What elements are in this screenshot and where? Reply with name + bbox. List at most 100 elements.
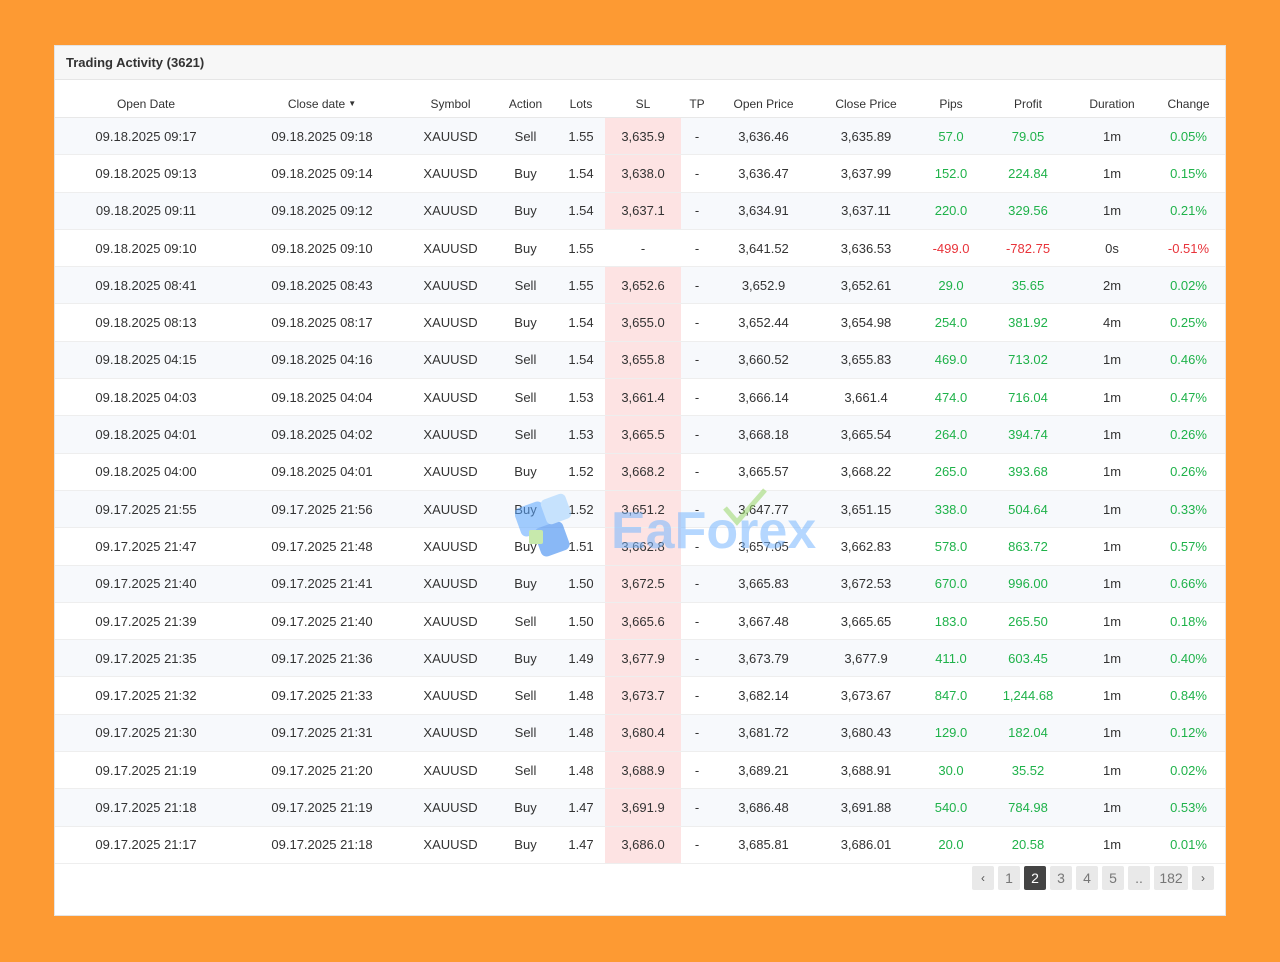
column-header-action[interactable]: Action — [508, 96, 543, 111]
panel-title: Trading Activity (3621) — [55, 46, 1225, 80]
cell-tp: - — [694, 203, 700, 219]
cell-pips: 265.0 — [934, 464, 968, 480]
cell-close-date: 09.17.2025 21:48 — [271, 538, 373, 554]
pagination-page-182[interactable]: 182 — [1154, 866, 1188, 890]
column-header-symbol[interactable]: Symbol — [430, 96, 471, 111]
cell-open-price: 3,634.91 — [738, 203, 789, 219]
cell-lots: 1.47 — [568, 837, 594, 853]
cell-profit: 35.52 — [1011, 762, 1045, 778]
table-row: 09.18.2025 04:01 09.18.2025 04:02 XAUUSD Se… — [55, 416, 1225, 454]
cell-open-price: 3,652.9 — [741, 277, 786, 293]
pagination-next-button[interactable]: › — [1192, 866, 1214, 890]
cell-profit: 996.00 — [1008, 576, 1048, 592]
column-header-lots[interactable]: Lots — [569, 96, 593, 111]
cell-open-price: 3,647.77 — [738, 501, 789, 517]
cell-change: 0.05% — [1170, 128, 1207, 144]
cell-duration: 1m — [1102, 650, 1122, 666]
cell-tp: - — [694, 352, 700, 368]
cell-sl: 3,672.5 — [605, 565, 681, 602]
cell-close-price: 3,651.15 — [840, 501, 892, 517]
cell-open-date: 09.17.2025 21:40 — [95, 576, 197, 592]
cell-profit: 381.92 — [1008, 315, 1048, 331]
cell-symbol: XAUUSD — [423, 240, 478, 256]
cell-change: 0.33% — [1170, 501, 1207, 517]
pagination-ellipsis: .. — [1128, 866, 1150, 890]
sort-desc-icon: ▼ — [348, 99, 357, 108]
pagination-page-5[interactable]: 5 — [1102, 866, 1124, 890]
cell-profit: 713.02 — [1008, 352, 1048, 368]
pagination-page-4[interactable]: 4 — [1076, 866, 1098, 890]
table-row: 09.17.2025 21:35 09.17.2025 21:36 XAUUSD Bu… — [55, 640, 1225, 678]
cell-close-price: 3,652.61 — [840, 277, 892, 293]
column-header-tp[interactable]: TP — [689, 96, 705, 111]
pagination: ‹ 1 2 3 4 5 .. 182 › — [972, 866, 1214, 890]
column-header-open-date[interactable]: Open Date — [116, 96, 176, 111]
cell-open-price: 3,666.14 — [738, 389, 789, 405]
cell-open-date: 09.17.2025 21:17 — [95, 837, 197, 853]
cell-lots: 1.54 — [568, 352, 594, 368]
cell-symbol: XAUUSD — [423, 501, 478, 517]
cell-sl: 3,665.6 — [605, 602, 681, 640]
pagination-page-2-active[interactable]: 2 — [1024, 866, 1046, 890]
cell-sl: 3,655.8 — [605, 341, 681, 379]
cell-open-date: 09.18.2025 08:41 — [95, 277, 197, 293]
cell-action: Sell — [514, 389, 537, 405]
cell-close-price: 3,637.11 — [841, 203, 891, 219]
cell-open-price: 3,689.21 — [738, 762, 789, 778]
column-header-sl[interactable]: SL — [635, 96, 651, 111]
cell-symbol: XAUUSD — [423, 464, 478, 480]
cell-tp: - — [694, 427, 700, 443]
column-header-profit[interactable]: Profit — [1013, 96, 1042, 111]
cell-profit: 20.58 — [1011, 837, 1045, 853]
cell-duration: 1m — [1102, 165, 1122, 181]
cell-pips: 540.0 — [934, 799, 968, 815]
cell-symbol: XAUUSD — [423, 650, 478, 666]
cell-lots: 1.54 — [568, 165, 594, 181]
cell-sl: 3,691.9 — [605, 789, 681, 826]
cell-lots: 1.51 — [568, 538, 594, 554]
cell-open-price: 3,682.14 — [738, 688, 789, 704]
table-row: 09.18.2025 09:17 09.18.2025 09:18 XAUUSD Se… — [55, 118, 1225, 156]
cell-profit: 1,244.68 — [1002, 688, 1054, 704]
pagination-page-1[interactable]: 1 — [998, 866, 1020, 890]
cell-open-date: 09.17.2025 21:18 — [95, 799, 197, 815]
cell-pips: 30.0 — [938, 762, 964, 778]
cell-change: 0.57% — [1170, 538, 1207, 554]
cell-close-price: 3,636.53 — [840, 240, 892, 256]
column-header-change[interactable]: Change — [1167, 96, 1210, 111]
cell-symbol: XAUUSD — [423, 165, 478, 181]
column-header-open-price[interactable]: Open Price — [733, 96, 794, 111]
cell-close-price: 3,677.9 — [844, 650, 888, 666]
cell-open-date: 09.18.2025 04:00 — [95, 464, 197, 480]
cell-sl: 3,635.9 — [605, 118, 681, 155]
cell-sl: 3,686.0 — [605, 826, 681, 863]
cell-open-date: 09.17.2025 21:19 — [95, 762, 197, 778]
cell-close-date: 09.17.2025 21:56 — [271, 501, 373, 517]
table-row: 09.18.2025 04:00 09.18.2025 04:01 XAUUSD Bu… — [55, 453, 1225, 491]
cell-open-date: 09.17.2025 21:39 — [95, 613, 197, 629]
cell-profit: 329.56 — [1008, 203, 1048, 219]
column-header-close-date[interactable]: Close date ▼ — [237, 90, 407, 117]
cell-open-price: 3,667.48 — [738, 613, 789, 629]
cell-open-price: 3,636.46 — [738, 128, 789, 144]
cell-pips: 152.0 — [934, 165, 968, 181]
cell-profit: 265.50 — [1008, 613, 1048, 629]
cell-sl: 3,662.8 — [605, 528, 681, 565]
cell-open-date: 09.18.2025 09:10 — [95, 240, 197, 256]
pagination-page-3[interactable]: 3 — [1050, 866, 1072, 890]
cell-duration: 4m — [1102, 315, 1122, 331]
cell-open-date: 09.17.2025 21:47 — [95, 538, 197, 554]
cell-duration: 1m — [1102, 389, 1122, 405]
table-body: 09.18.2025 09:17 09.18.2025 09:18 XAUUSD Se… — [55, 118, 1225, 864]
cell-close-price: 3,637.99 — [840, 165, 892, 181]
column-header-close-price[interactable]: Close Price — [835, 96, 897, 111]
pagination-prev-button[interactable]: ‹ — [972, 866, 994, 890]
cell-duration: 1m — [1102, 427, 1122, 443]
cell-close-date: 09.17.2025 21:20 — [271, 762, 373, 778]
cell-close-price: 3,662.83 — [840, 538, 892, 554]
cell-lots: 1.53 — [568, 389, 594, 405]
column-header-pips[interactable]: Pips — [939, 96, 963, 111]
cell-action: Buy — [514, 203, 537, 219]
table-row: 09.18.2025 04:03 09.18.2025 04:04 XAUUSD Se… — [55, 379, 1225, 417]
column-header-duration[interactable]: Duration — [1089, 96, 1135, 111]
